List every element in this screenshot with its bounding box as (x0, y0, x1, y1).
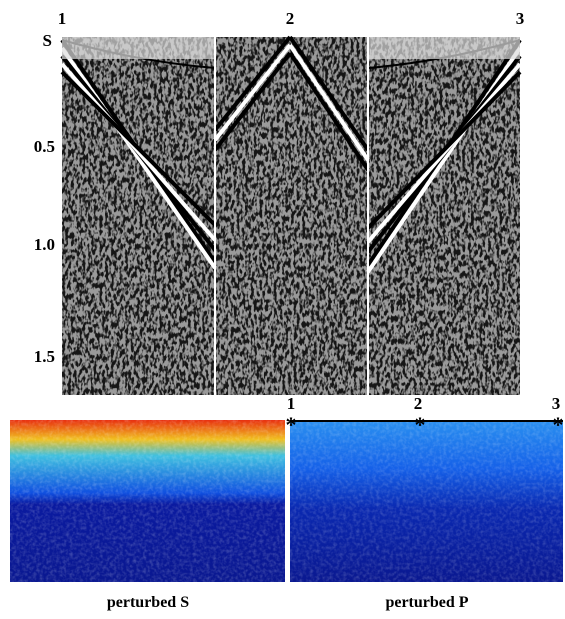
first-arrivals (60, 35, 522, 274)
caption: perturbed S (107, 594, 189, 611)
model-s (10, 420, 285, 582)
model-noise (290, 420, 563, 582)
model-noise (10, 420, 285, 582)
shot-label: 2 (286, 9, 295, 28)
seismic-panel (60, 35, 522, 395)
direct-wave (62, 37, 215, 59)
receiver-markers: * * * (286, 412, 564, 437)
time-label: S (43, 31, 52, 50)
shot-label: 1 (58, 9, 67, 28)
caption: perturbed P (385, 594, 468, 611)
time-label: 0.5 (34, 137, 55, 156)
model-p (290, 420, 563, 582)
shot-label: 3 (516, 9, 525, 28)
time-label: 1.5 (34, 347, 55, 366)
asterisk: * (415, 412, 426, 437)
asterisk: * (286, 412, 297, 437)
receiver-label: 2 (414, 394, 423, 413)
direct-wave (368, 37, 520, 59)
asterisk: * (553, 412, 564, 437)
receiver-label: 1 (287, 394, 296, 413)
time-label: 1.0 (34, 235, 55, 254)
receiver-label: 3 (552, 394, 561, 413)
seismic-noise (62, 37, 520, 395)
